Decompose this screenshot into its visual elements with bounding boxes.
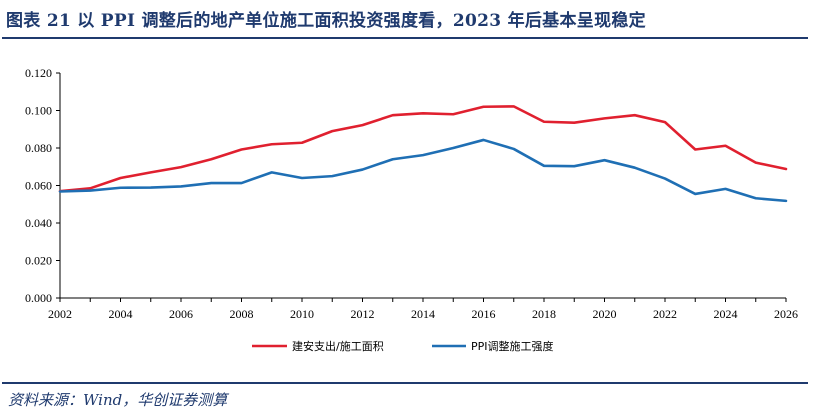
x-tick-label: 2018 — [532, 307, 556, 321]
source-note: 资料来源：Wind，华创证券测算 — [8, 391, 228, 409]
x-tick-label: 2010 — [290, 307, 314, 321]
x-tick-label: 2016 — [472, 307, 496, 321]
figure-title: 图表 21 以 PPI 调整后的地产单位施工面积投资强度看，2023 年后基本呈… — [6, 11, 646, 31]
x-tick-label: 2002 — [48, 307, 72, 321]
y-tick-label: 0.000 — [25, 291, 52, 305]
legend-label-2: PPI调整施工强度 — [471, 339, 554, 353]
x-tick-label: 2014 — [411, 307, 435, 321]
x-tick-label: 2008 — [230, 307, 254, 321]
y-tick-label: 0.060 — [25, 179, 52, 193]
title-rule — [2, 37, 808, 39]
chart-axes: 0.000 0.020 0.040 0.060 0.080 0.100 0.120 2002 2… — [25, 66, 798, 321]
chart-legend: 建安支出/施工面积 PPI调整施工强度 — [252, 339, 554, 353]
y-tick-label: 0.040 — [25, 216, 52, 230]
x-tick-label: 2024 — [714, 307, 738, 321]
series-line-2 — [58, 138, 788, 203]
x-tick-label: 2022 — [653, 307, 677, 321]
series-line-1 — [58, 105, 788, 193]
x-tick-label: 2020 — [593, 307, 617, 321]
x-tick-label: 2004 — [109, 307, 133, 321]
y-tick-label: 0.120 — [25, 66, 52, 80]
y-tick-label: 0.020 — [25, 254, 52, 268]
y-tick-label: 0.100 — [25, 104, 52, 118]
y-tick-label: 0.080 — [25, 141, 52, 155]
x-tick-label: 2012 — [351, 307, 375, 321]
x-tick-label: 2006 — [169, 307, 193, 321]
x-tick-label: 2026 — [774, 307, 798, 321]
legend-label-1: 建安支出/施工面积 — [292, 339, 384, 353]
source-rule — [2, 382, 808, 384]
chart-series-lines — [58, 105, 788, 203]
